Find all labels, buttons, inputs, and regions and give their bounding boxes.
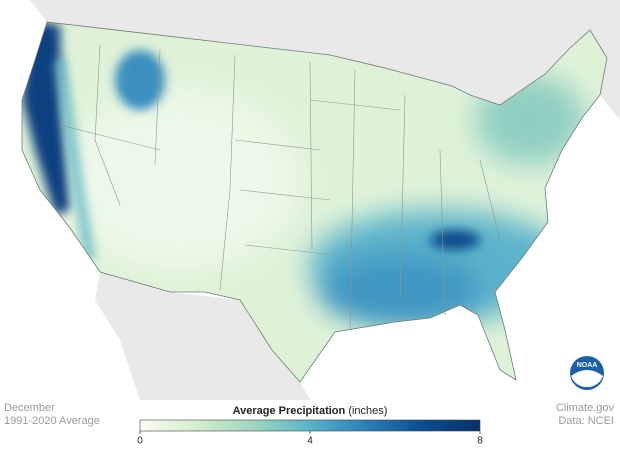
normals: 1991-2020 Average: [4, 415, 100, 427]
tick-label: 8: [477, 436, 483, 447]
mexico: [95, 272, 310, 400]
logo-text: NOAA: [577, 362, 598, 369]
legend-title: Average Precipitation (inches): [233, 405, 388, 417]
legend-title-text: Average Precipitation: [233, 405, 346, 417]
legend-unit: (inches): [348, 405, 387, 417]
noaa-logo: NOAA: [570, 356, 604, 390]
period: December: [4, 402, 55, 414]
state-lines: [59, 44, 501, 331]
site: Climate.gov: [556, 402, 615, 414]
colorbar: [139, 419, 481, 432]
tick-label: 0: [137, 436, 143, 447]
tick-label: 4: [307, 436, 313, 447]
source: Data: NCEI: [558, 415, 614, 427]
canada: [0, 0, 620, 120]
